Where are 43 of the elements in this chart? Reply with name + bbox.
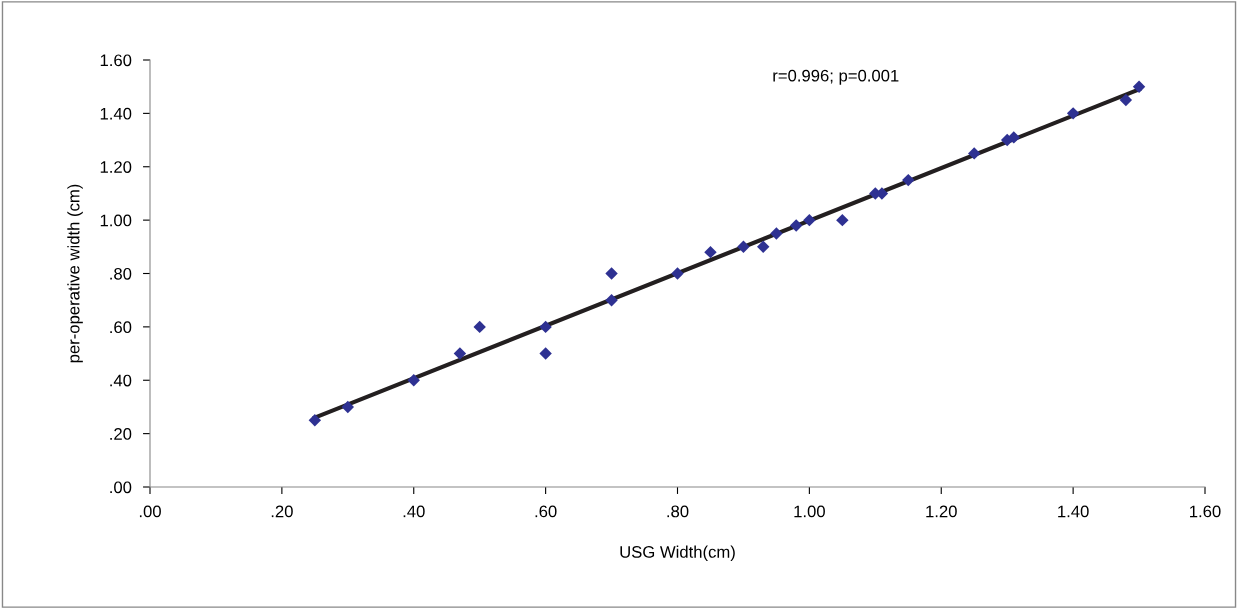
y-tick-label: 1.60 xyxy=(100,54,132,67)
point xyxy=(453,347,467,360)
point xyxy=(836,213,849,227)
x-tick-label: 1.00 xyxy=(794,505,825,518)
point xyxy=(308,414,322,427)
y-tick-label: .00 xyxy=(110,481,132,494)
y-tick-label: .60 xyxy=(110,321,132,334)
point xyxy=(341,400,355,414)
y-tick-label: .20 xyxy=(110,428,132,440)
point xyxy=(539,320,552,334)
x-tick-label: .40 xyxy=(403,505,425,518)
point xyxy=(770,227,783,240)
x-tick-label: .20 xyxy=(271,505,293,518)
y-axis-title: per-operative width (cm) xyxy=(67,184,83,363)
point xyxy=(539,347,552,360)
point xyxy=(968,147,981,160)
y-tick-label: 1.00 xyxy=(100,214,132,227)
y-tick-label: .80 xyxy=(110,267,132,280)
x-tick-label: 1.20 xyxy=(926,505,957,518)
point xyxy=(902,173,915,187)
point xyxy=(1119,93,1133,107)
y-tick-label: 1.20 xyxy=(100,161,132,173)
x-axis-title: USG Width(cm) xyxy=(620,545,735,562)
y-tick-label: 1.40 xyxy=(100,107,132,120)
point xyxy=(789,219,803,232)
point xyxy=(605,267,618,280)
annotation: r=0.996; p=0.001 xyxy=(773,69,899,85)
point xyxy=(704,245,717,259)
y-tick-label: .40 xyxy=(110,374,132,387)
point xyxy=(1132,80,1146,93)
point xyxy=(737,240,750,254)
x-tick-label: .60 xyxy=(535,505,557,518)
point xyxy=(407,374,420,387)
point xyxy=(605,293,618,307)
point xyxy=(757,240,770,254)
x-tick-label: .00 xyxy=(139,505,161,518)
x-tick-label: 1.60 xyxy=(1190,505,1221,518)
x-tick-label: 1.40 xyxy=(1058,505,1089,518)
point xyxy=(473,320,486,334)
point xyxy=(671,267,684,280)
point xyxy=(803,213,816,227)
x-tick-label: .80 xyxy=(667,505,689,518)
point xyxy=(1066,107,1080,120)
